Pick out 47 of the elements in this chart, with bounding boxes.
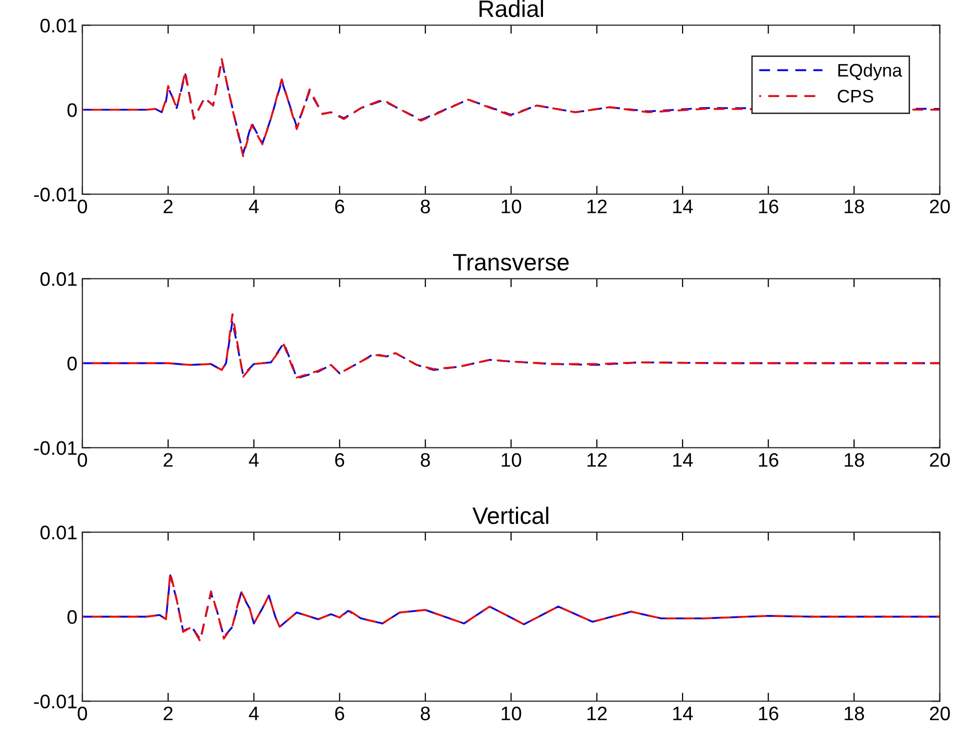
- x-tick-label: 6: [335, 453, 344, 467]
- x-tick-label: 2: [164, 453, 173, 467]
- y-tick-label: -0.01: [34, 441, 77, 455]
- y-tick-label: 0.01: [40, 526, 77, 540]
- x-tick-label: 12: [588, 706, 607, 720]
- chart-title: Radial: [480, 0, 543, 18]
- x-tick-label: 14: [673, 706, 693, 720]
- y-tick-label: 0: [67, 103, 77, 117]
- x-tick-label: 20: [930, 706, 950, 720]
- y-tick-label: 0.01: [40, 272, 77, 286]
- x-tick-label: 20: [930, 200, 950, 214]
- x-tick-label: 16: [758, 453, 778, 467]
- chart-title: Vertical: [472, 506, 548, 524]
- x-tick-label: 6: [335, 706, 344, 720]
- y-tick-label: -0.01: [34, 694, 77, 708]
- y-tick-label: 0.01: [40, 18, 77, 32]
- x-tick-label: 18: [844, 706, 864, 720]
- x-tick-label: 6: [335, 200, 344, 214]
- x-tick-label: 20: [930, 453, 950, 467]
- x-tick-label: 4: [248, 200, 259, 214]
- x-tick-label: 16: [758, 200, 778, 214]
- x-tick-label: 12: [588, 453, 607, 467]
- x-tick-label: 4: [248, 706, 259, 720]
- x-tick-label: 18: [844, 200, 864, 214]
- y-tick-label: -0.01: [34, 188, 77, 202]
- x-tick-label: 10: [502, 453, 522, 467]
- y-tick-label: 0: [67, 610, 77, 624]
- x-tick-label: 4: [248, 453, 259, 467]
- y-tick-label: 0: [67, 356, 77, 370]
- x-tick-label: 18: [844, 453, 864, 467]
- x-tick-label: 8: [420, 453, 430, 467]
- x-tick-label: 2: [164, 706, 173, 720]
- x-tick-label: 12: [588, 200, 607, 214]
- chart-title: Transverse: [453, 254, 569, 271]
- x-tick-label: 10: [502, 706, 522, 720]
- x-tick-label: 0: [78, 453, 88, 467]
- x-tick-label: 0: [78, 200, 88, 214]
- x-tick-label: 8: [420, 706, 430, 720]
- x-tick-label: 10: [502, 200, 522, 214]
- x-tick-label: 8: [420, 200, 430, 214]
- x-tick-label: 2: [164, 200, 173, 214]
- x-tick-label: 14: [673, 200, 693, 214]
- x-tick-label: 14: [673, 453, 693, 467]
- x-tick-label: 0: [78, 706, 88, 720]
- legend-label: CPS: [838, 90, 874, 103]
- legend-label: EQdyna: [838, 63, 902, 80]
- x-tick-label: 16: [758, 706, 778, 720]
